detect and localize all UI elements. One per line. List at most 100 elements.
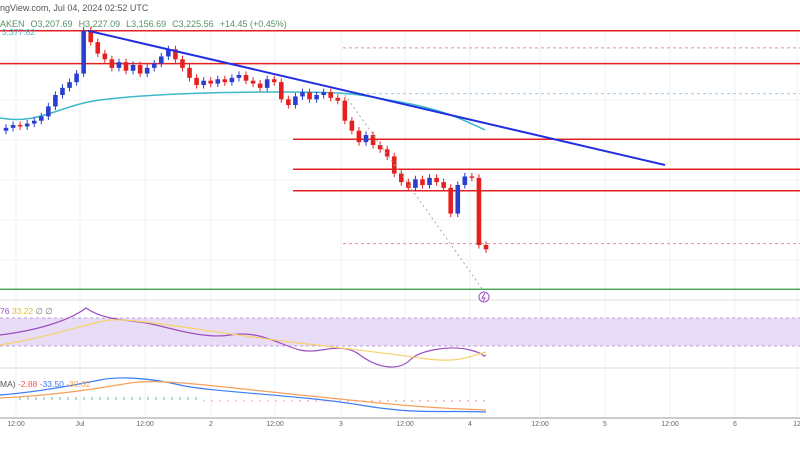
candle xyxy=(420,179,425,185)
candle xyxy=(194,77,199,85)
candle xyxy=(328,92,334,98)
candle xyxy=(74,73,79,83)
candle xyxy=(201,80,206,85)
candle xyxy=(10,125,16,128)
candle xyxy=(455,185,461,214)
candle xyxy=(222,79,228,83)
candle xyxy=(413,179,418,188)
macd-legend: MA) -2.88 -33.50 -30.62 xyxy=(0,379,90,389)
x-tick-label: 2 xyxy=(209,421,213,428)
candle xyxy=(137,65,143,74)
candle xyxy=(307,92,312,100)
signal-line xyxy=(0,380,487,411)
candle xyxy=(180,59,185,68)
candle xyxy=(342,100,348,121)
candle xyxy=(363,135,369,143)
candle xyxy=(476,177,482,245)
x-tick-label: 6 xyxy=(733,421,737,428)
candle xyxy=(441,182,446,188)
candle xyxy=(81,30,86,74)
candle xyxy=(427,177,432,185)
candle xyxy=(166,49,171,57)
change-value: +14.45 (+0.45%) xyxy=(219,19,287,29)
candle xyxy=(448,187,454,214)
candle xyxy=(17,125,23,127)
x-tick-label: 12:00 xyxy=(661,421,679,428)
hist-value: -30.62 xyxy=(66,379,91,389)
rsi-legend: 76 33.22 ∅ ∅ xyxy=(0,306,53,317)
candle xyxy=(243,75,249,81)
candle xyxy=(229,77,235,83)
candle xyxy=(462,176,468,185)
rsi-ma-value: 33.22 xyxy=(11,306,34,316)
lightning-icon xyxy=(478,291,490,303)
candle xyxy=(398,173,404,183)
candle xyxy=(236,75,242,78)
high-label: 3,377.82 xyxy=(2,27,36,37)
candle xyxy=(384,149,390,157)
x-tick-label: 12 xyxy=(793,421,800,428)
moving-average-line xyxy=(0,91,486,131)
candle xyxy=(469,176,475,178)
candle xyxy=(173,49,178,60)
high-value: H3,227.09 xyxy=(78,19,121,29)
rsi-line xyxy=(0,307,487,368)
x-tick-label: 12:00 xyxy=(266,421,284,428)
candle xyxy=(67,82,72,88)
candle xyxy=(271,79,277,83)
x-tick-label: 12:00 xyxy=(7,421,25,428)
candle xyxy=(151,63,157,68)
candle xyxy=(144,67,150,74)
candle xyxy=(24,123,30,127)
macd-line xyxy=(0,377,487,413)
candle xyxy=(314,95,319,100)
rsi-value: 76 xyxy=(0,306,10,316)
candle xyxy=(95,42,101,54)
low-value: L3,156.69 xyxy=(126,19,167,29)
candle xyxy=(483,245,489,250)
candle xyxy=(293,96,298,105)
candle xyxy=(46,106,51,117)
candle xyxy=(208,80,214,84)
symbol: AKEN xyxy=(0,19,25,29)
candle xyxy=(60,87,65,95)
x-tick-label: 3 xyxy=(339,421,343,428)
candle xyxy=(434,177,439,183)
x-tick-label: Jul xyxy=(76,421,85,428)
lightning-icon-glyph xyxy=(481,292,486,302)
x-tick-label: 12:00 xyxy=(136,421,154,428)
candle xyxy=(300,92,305,97)
candle xyxy=(109,59,115,68)
candle xyxy=(88,30,94,43)
candle xyxy=(102,53,108,60)
x-tick-label: 4 xyxy=(468,421,472,428)
candle xyxy=(123,62,129,71)
candle xyxy=(286,99,291,105)
candle xyxy=(53,95,58,107)
macd-value: -2.88 xyxy=(17,379,38,389)
rsi-empty-2: ∅ xyxy=(45,306,53,316)
candle xyxy=(158,56,164,64)
candle xyxy=(257,83,263,88)
signal-value: -33.50 xyxy=(39,379,64,389)
x-tick-label: 12:00 xyxy=(531,421,549,428)
rsi-band xyxy=(0,318,800,346)
x-tick-label: 5 xyxy=(603,421,607,428)
candle xyxy=(187,67,192,78)
candle xyxy=(321,92,326,95)
candle xyxy=(31,120,37,124)
candle xyxy=(38,116,44,121)
candle xyxy=(130,65,136,71)
candle xyxy=(278,82,284,100)
candle xyxy=(116,62,122,68)
candle xyxy=(264,79,270,88)
watermark: ngView.com, Jul 04, 2024 02:52 UTC xyxy=(0,3,149,13)
open-value: O3,207.69 xyxy=(30,19,73,29)
candle xyxy=(335,97,341,101)
macd-label: MA) xyxy=(0,379,16,389)
candle xyxy=(250,80,256,84)
trend-line xyxy=(87,29,666,166)
rsi-empty-1: ∅ xyxy=(35,306,43,316)
